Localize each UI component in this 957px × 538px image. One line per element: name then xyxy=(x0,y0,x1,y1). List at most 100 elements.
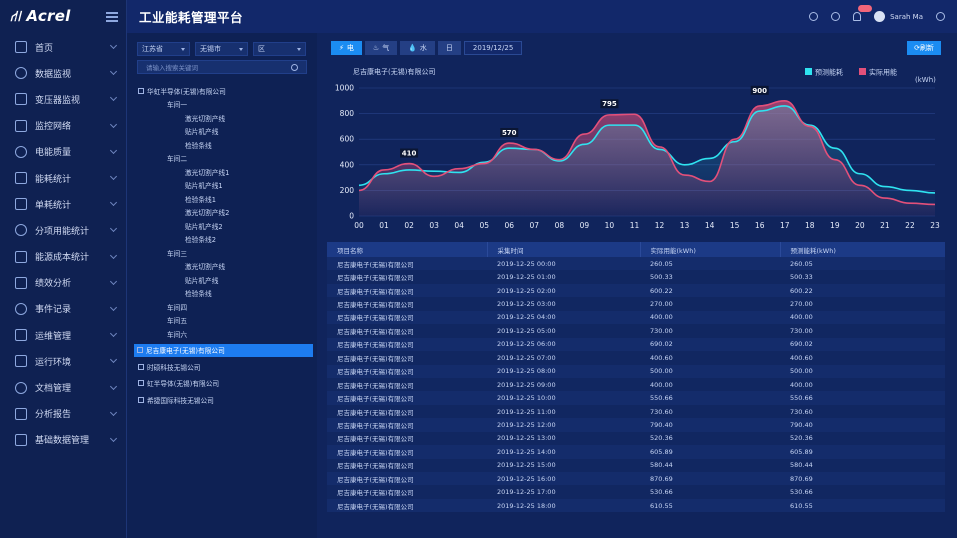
table-cell: 790.40 xyxy=(650,420,673,429)
x-tick-label: 22 xyxy=(905,221,915,230)
sidebar-item-9[interactable]: 绩效分析 xyxy=(0,270,126,296)
settings-icon[interactable] xyxy=(936,12,945,21)
tree-node[interactable]: 车间五 xyxy=(135,314,313,328)
table-row[interactable]: 尼吉康电子(无锡)有限公司 2019-12-25 04:00 400.00 400.0… xyxy=(327,310,945,325)
help-icon[interactable] xyxy=(831,12,841,21)
sidebar-item-1[interactable]: 数据监视 xyxy=(0,60,126,86)
table-row[interactable]: 尼吉康电子(无锡)有限公司 2019-12-25 11:00 730.60 730.6… xyxy=(327,404,945,419)
refresh-button[interactable]: ⟳ 刷新 xyxy=(907,41,941,55)
tree-node[interactable]: 贴片机产线 xyxy=(135,273,313,287)
table-cell: 400.60 xyxy=(650,353,673,362)
sidebar-item-13[interactable]: 文档管理 xyxy=(0,374,126,400)
sidebar-item-15[interactable]: 基础数据管理 xyxy=(0,427,126,453)
sidebar-item-6[interactable]: 单耗统计 xyxy=(0,191,126,217)
sidebar-item-11[interactable]: 运维管理 xyxy=(0,322,126,348)
shield-icon xyxy=(15,145,27,158)
tree-node[interactable]: 车间二 xyxy=(135,152,313,166)
tree-node[interactable]: 车间四 xyxy=(135,300,313,314)
tree-node[interactable]: 检验条线 xyxy=(135,138,313,152)
table-row[interactable]: 尼吉康电子(无锡)有限公司 2019-12-25 17:00 530.66 530.6… xyxy=(327,485,945,499)
tree-node[interactable]: 车间一 xyxy=(135,98,313,112)
tree-node[interactable]: 贴片机产线 xyxy=(135,125,313,139)
tree-node[interactable]: 激光切割产线 xyxy=(135,111,313,125)
chevron-down-icon xyxy=(109,251,118,259)
tree-node[interactable]: 希捷国际科技无锡公司 xyxy=(135,393,313,407)
data-label-box xyxy=(600,99,619,109)
table-row[interactable]: 尼吉康电子(无锡)有限公司 2019-12-25 05:00 730.00 730.0… xyxy=(327,324,945,338)
sidebar-item-10[interactable]: 事件记录 xyxy=(0,296,126,322)
table-cell: 400.00 xyxy=(650,380,673,389)
table-row[interactable]: 尼吉康电子(无锡)有限公司 2019-12-25 12:00 790.40 790.4… xyxy=(327,418,945,432)
tree-node[interactable]: 检验条线 xyxy=(135,287,313,301)
tree-node[interactable]: 激光切割产线1 xyxy=(135,165,313,179)
column-header[interactable]: 实际用能(kWh) xyxy=(640,242,781,257)
table-row[interactable]: 尼吉康电子(无锡)有限公司 2019-12-25 01:00 500.33 500.3… xyxy=(327,270,945,284)
tab-energy-1[interactable]: ♨ 气 xyxy=(364,41,398,55)
table-cell: 500.33 xyxy=(650,273,673,282)
tree-node[interactable]: 激光切割产线2 xyxy=(135,206,313,220)
table-row[interactable]: 尼吉康电子(无锡)有限公司 2019-12-25 02:00 600.22 600.2… xyxy=(327,283,945,298)
tree-node[interactable]: 贴片机产线2 xyxy=(135,219,313,233)
sidebar-item-12[interactable]: 运行环境 xyxy=(0,348,126,374)
tree-node[interactable]: 贴片机产线1 xyxy=(135,179,313,193)
table-row[interactable]: 尼吉康电子(无锡)有限公司 2019-12-25 13:00 520.36 520.3… xyxy=(327,431,945,446)
user-name[interactable]: Sarah Ma xyxy=(890,12,923,21)
table-row[interactable]: 尼吉康电子(无锡)有限公司 2019-12-25 16:00 870.69 870.6… xyxy=(327,472,945,486)
column-header[interactable]: 项目名称 xyxy=(327,242,488,257)
tree-node[interactable]: 时硕科技无锡公司 xyxy=(135,360,313,374)
tree-panel: 江苏省 无锡市 区 请输入搜索关键词 华虹半导体(无锡)有限公司 车间一 激光切割产… xyxy=(127,33,317,538)
table-row[interactable]: 尼吉康电子(无锡)有限公司 2019-12-25 08:00 500.00 500.0… xyxy=(327,364,945,378)
building-icon xyxy=(138,380,144,387)
tree-node-label: 华虹半导体(无锡)有限公司 xyxy=(147,87,226,96)
tree-node[interactable]: 车间六 xyxy=(135,327,313,341)
table-cell: 2019-12-25 16:00 xyxy=(497,474,556,483)
table-row[interactable]: 尼吉康电子(无锡)有限公司 2019-12-25 07:00 400.60 400.6… xyxy=(327,351,945,365)
table-cell: 2019-12-25 04:00 xyxy=(497,313,556,322)
tree-node[interactable]: 检验条线1 xyxy=(135,192,313,206)
sidebar-item-14[interactable]: 分析报告 xyxy=(0,401,126,427)
tree-node[interactable]: 车间三 xyxy=(135,246,313,260)
district-select[interactable]: 区 xyxy=(253,42,306,56)
tab-energy-2[interactable]: 💧 水 xyxy=(400,41,435,55)
search-icon[interactable] xyxy=(809,12,819,21)
search-input[interactable]: 请输入搜索关键词 xyxy=(137,60,307,74)
tree-node[interactable]: 检验条线2 xyxy=(135,233,313,247)
tab-label: 日 xyxy=(445,44,453,52)
table-row[interactable]: 尼吉康电子(无锡)有限公司 2019-12-25 00:00 260.05 260.0… xyxy=(327,257,945,271)
tree-node[interactable]: 激光切割产线 xyxy=(135,260,313,274)
table-cell: 550.66 xyxy=(650,394,673,403)
sidebar-item-4[interactable]: 电能质量 xyxy=(0,139,126,165)
table-row[interactable]: 尼吉康电子(无锡)有限公司 2019-12-25 06:00 690.02 690.0… xyxy=(327,337,945,352)
city-select[interactable]: 无锡市 xyxy=(195,42,248,56)
province-select[interactable]: 江苏省 xyxy=(137,42,190,56)
sidebar-item-7[interactable]: 分项用能统计 xyxy=(0,217,126,243)
date-picker[interactable]: 2019/12/25 xyxy=(463,41,522,55)
tab-energy-3[interactable]: 日 xyxy=(437,41,461,55)
tree-node[interactable]: 华虹半导体(无锡)有限公司 xyxy=(135,84,313,98)
table-cell: 尼吉康电子(无锡)有限公司 xyxy=(337,327,414,336)
column-header[interactable]: 采集时间 xyxy=(487,242,641,257)
table-row[interactable]: 尼吉康电子(无锡)有限公司 2019-12-25 14:00 605.89 605.8… xyxy=(327,445,945,459)
table-cell: 2019-12-25 00:00 xyxy=(497,259,556,268)
sidebar-item-8[interactable]: 能源成本统计 xyxy=(0,244,126,270)
bell-icon[interactable] xyxy=(853,5,873,21)
sidebar-item-0[interactable]: 首页 xyxy=(0,34,126,60)
column-header[interactable]: 预测能耗(kWh) xyxy=(780,242,945,257)
tab-energy-0[interactable]: ⚡ 电 xyxy=(331,41,362,55)
table-row[interactable]: 尼吉康电子(无锡)有限公司 2019-12-25 15:00 580.44 580.4… xyxy=(327,458,945,472)
table-cell: 730.60 xyxy=(790,407,813,416)
table-row[interactable]: 尼吉康电子(无锡)有限公司 2019-12-25 09:00 400.00 400.0… xyxy=(327,377,945,392)
sidebar-item-5[interactable]: 能耗统计 xyxy=(0,165,126,191)
tree-node[interactable]: 尼吉康电子(无锡)有限公司 xyxy=(134,343,313,357)
sidebar-item-3[interactable]: 监控网络 xyxy=(0,113,126,139)
table-row[interactable]: 尼吉康电子(无锡)有限公司 2019-12-25 18:00 610.55 610.5… xyxy=(327,498,945,513)
avatar[interactable] xyxy=(874,11,886,22)
sidebar-item-2[interactable]: 变压器监视 xyxy=(0,86,126,112)
table-row[interactable]: 尼吉康电子(无锡)有限公司 2019-12-25 10:00 550.66 550.6… xyxy=(327,391,945,405)
tree-node[interactable]: 虹半导体(无锡)有限公司 xyxy=(135,377,313,391)
menu-toggle-icon[interactable] xyxy=(106,11,118,22)
table-cell: 580.44 xyxy=(650,461,673,470)
table-cell: 400.00 xyxy=(790,380,813,389)
search-icon[interactable] xyxy=(291,63,298,71)
table-row[interactable]: 尼吉康电子(无锡)有限公司 2019-12-25 03:00 270.00 270.0… xyxy=(327,297,945,311)
